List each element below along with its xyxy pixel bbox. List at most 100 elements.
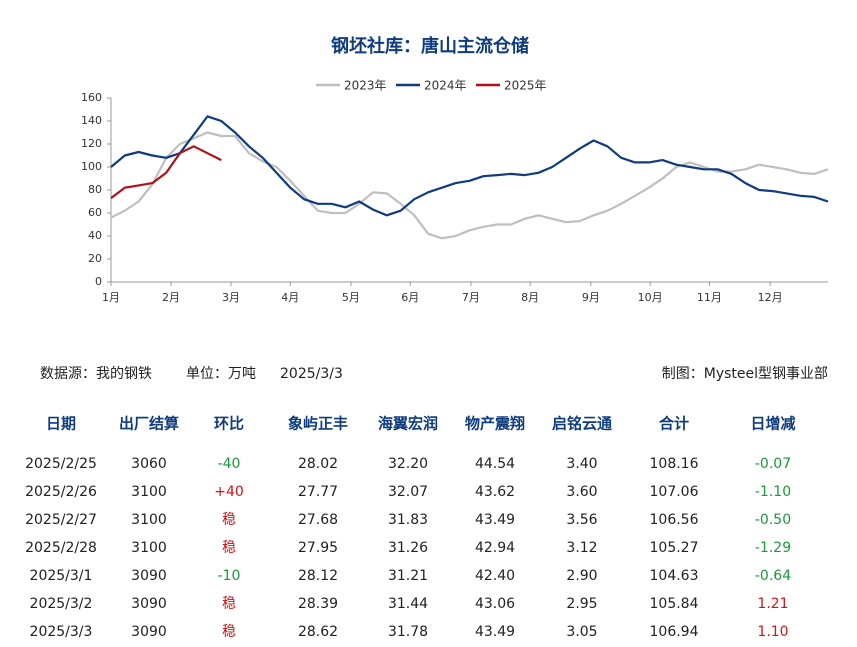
table-cell: 2025/2/25 bbox=[25, 456, 97, 472]
table-cell: 稳 bbox=[222, 624, 236, 640]
table-header: 启铭云通 bbox=[552, 415, 612, 433]
table-cell: 44.54 bbox=[475, 456, 515, 472]
table-cell: 3090 bbox=[131, 568, 167, 584]
table-cell: 107.06 bbox=[650, 484, 699, 500]
table-cell: 稳 bbox=[222, 540, 236, 556]
table-cell: 31.83 bbox=[388, 512, 428, 528]
series-line bbox=[110, 115, 829, 217]
table-cell: 31.44 bbox=[388, 596, 428, 612]
table-header: 日增减 bbox=[750, 415, 795, 433]
table-cell: 43.49 bbox=[475, 512, 515, 528]
table-header: 合计 bbox=[658, 415, 689, 433]
table-cell: 28.02 bbox=[298, 456, 338, 472]
table-cell: 3.05 bbox=[566, 624, 597, 640]
table-cell: 3100 bbox=[131, 484, 167, 500]
table-cell: 稳 bbox=[222, 596, 236, 612]
table-cell: +40 bbox=[214, 484, 244, 500]
table-cell: 32.07 bbox=[388, 484, 428, 500]
table-header: 环比 bbox=[214, 415, 244, 433]
table-cell: 稳 bbox=[222, 512, 236, 528]
y-tick-label: 120 bbox=[81, 137, 102, 150]
table-cell: 28.39 bbox=[298, 596, 338, 612]
table-cell: 27.95 bbox=[298, 540, 338, 556]
y-tick-label: 0 bbox=[95, 275, 102, 288]
table-cell: -0.64 bbox=[755, 568, 791, 584]
table-cell: 27.77 bbox=[298, 484, 338, 500]
source: 数据源：我的钢铁 bbox=[40, 366, 152, 382]
legend-label: 2024年 bbox=[424, 79, 467, 93]
table-cell: 105.84 bbox=[650, 596, 699, 612]
y-tick-label: 60 bbox=[88, 206, 102, 219]
table-cell: 1.21 bbox=[757, 596, 788, 612]
table-cell: 2025/3/3 bbox=[30, 624, 93, 640]
table-header: 日期 bbox=[46, 415, 76, 433]
table-cell: 2025/3/2 bbox=[30, 596, 93, 612]
date: 2025/3/3 bbox=[280, 366, 343, 382]
table-cell: 28.12 bbox=[298, 568, 338, 584]
table-cell: 2.90 bbox=[566, 568, 597, 584]
table-cell: 31.21 bbox=[388, 568, 428, 584]
table-cell: -1.29 bbox=[755, 540, 791, 556]
table-cell: 42.40 bbox=[475, 568, 515, 584]
y-tick-label: 140 bbox=[81, 114, 102, 127]
table-cell: 43.06 bbox=[475, 596, 515, 612]
table-cell: 27.68 bbox=[298, 512, 338, 528]
x-tick-label: 7月 bbox=[462, 291, 480, 304]
legend-label: 2023年 bbox=[344, 79, 387, 93]
y-tick-label: 160 bbox=[81, 91, 102, 104]
table-cell: 32.20 bbox=[388, 456, 428, 472]
table-cell: 3090 bbox=[131, 624, 167, 640]
y-tick-label: 40 bbox=[88, 229, 102, 242]
table-cell: 3090 bbox=[131, 596, 167, 612]
table-cell: 2025/3/1 bbox=[30, 568, 93, 584]
legend-label: 2025年 bbox=[504, 79, 547, 93]
x-tick-label: 4月 bbox=[281, 291, 299, 304]
y-tick-label: 20 bbox=[88, 252, 102, 265]
table-cell: 108.16 bbox=[650, 456, 699, 472]
table-header: 象屿正丰 bbox=[288, 415, 348, 433]
x-tick-label: 3月 bbox=[222, 291, 240, 304]
table-header: 物产震翔 bbox=[465, 415, 525, 433]
x-tick-label: 11月 bbox=[697, 291, 722, 304]
x-tick-label: 10月 bbox=[638, 291, 663, 304]
table-cell: 3.56 bbox=[566, 512, 597, 528]
table-cell: 1.10 bbox=[757, 624, 788, 640]
table-cell: -0.07 bbox=[755, 456, 791, 472]
table-cell: 2025/2/28 bbox=[25, 540, 97, 556]
table-cell: -1.10 bbox=[755, 484, 791, 500]
x-tick-label: 6月 bbox=[401, 291, 419, 304]
table-cell: 106.94 bbox=[650, 624, 699, 640]
table-cell: 2.95 bbox=[566, 596, 597, 612]
table-cell: 2025/2/26 bbox=[25, 484, 97, 500]
table-cell: 3100 bbox=[131, 540, 167, 556]
series-line bbox=[110, 145, 222, 199]
table-cell: 2025/2/27 bbox=[25, 512, 97, 528]
y-tick-label: 80 bbox=[88, 183, 102, 196]
table-cell: 3.12 bbox=[566, 540, 597, 556]
x-tick-label: 2月 bbox=[162, 291, 180, 304]
x-tick-label: 1月 bbox=[102, 291, 120, 304]
table-cell: 28.62 bbox=[298, 624, 338, 640]
table-header: 海翼宏润 bbox=[378, 415, 438, 433]
y-tick-label: 100 bbox=[81, 160, 102, 173]
table-cell: -40 bbox=[218, 456, 241, 472]
table-header: 出厂结算 bbox=[119, 415, 179, 433]
table-cell: 31.78 bbox=[388, 624, 428, 640]
table-cell: -0.50 bbox=[755, 512, 791, 528]
table-cell: 105.27 bbox=[650, 540, 699, 556]
table-cell: 43.62 bbox=[475, 484, 515, 500]
table-cell: 3.60 bbox=[566, 484, 597, 500]
table-cell: 3100 bbox=[131, 512, 167, 528]
table-cell: 3060 bbox=[131, 456, 167, 472]
table-cell: 106.56 bbox=[650, 512, 699, 528]
table-cell: 31.26 bbox=[388, 540, 428, 556]
chart-title: 钢坯社库：唐山主流仓储 bbox=[331, 35, 529, 57]
x-tick-label: 12月 bbox=[758, 291, 783, 304]
x-tick-label: 5月 bbox=[342, 291, 360, 304]
credit: 制图：Mysteel型钢事业部 bbox=[662, 366, 828, 382]
table-cell: 43.49 bbox=[475, 624, 515, 640]
unit: 单位：万吨 bbox=[186, 366, 256, 382]
x-tick-label: 9月 bbox=[582, 291, 600, 304]
table-cell: 42.94 bbox=[475, 540, 515, 556]
